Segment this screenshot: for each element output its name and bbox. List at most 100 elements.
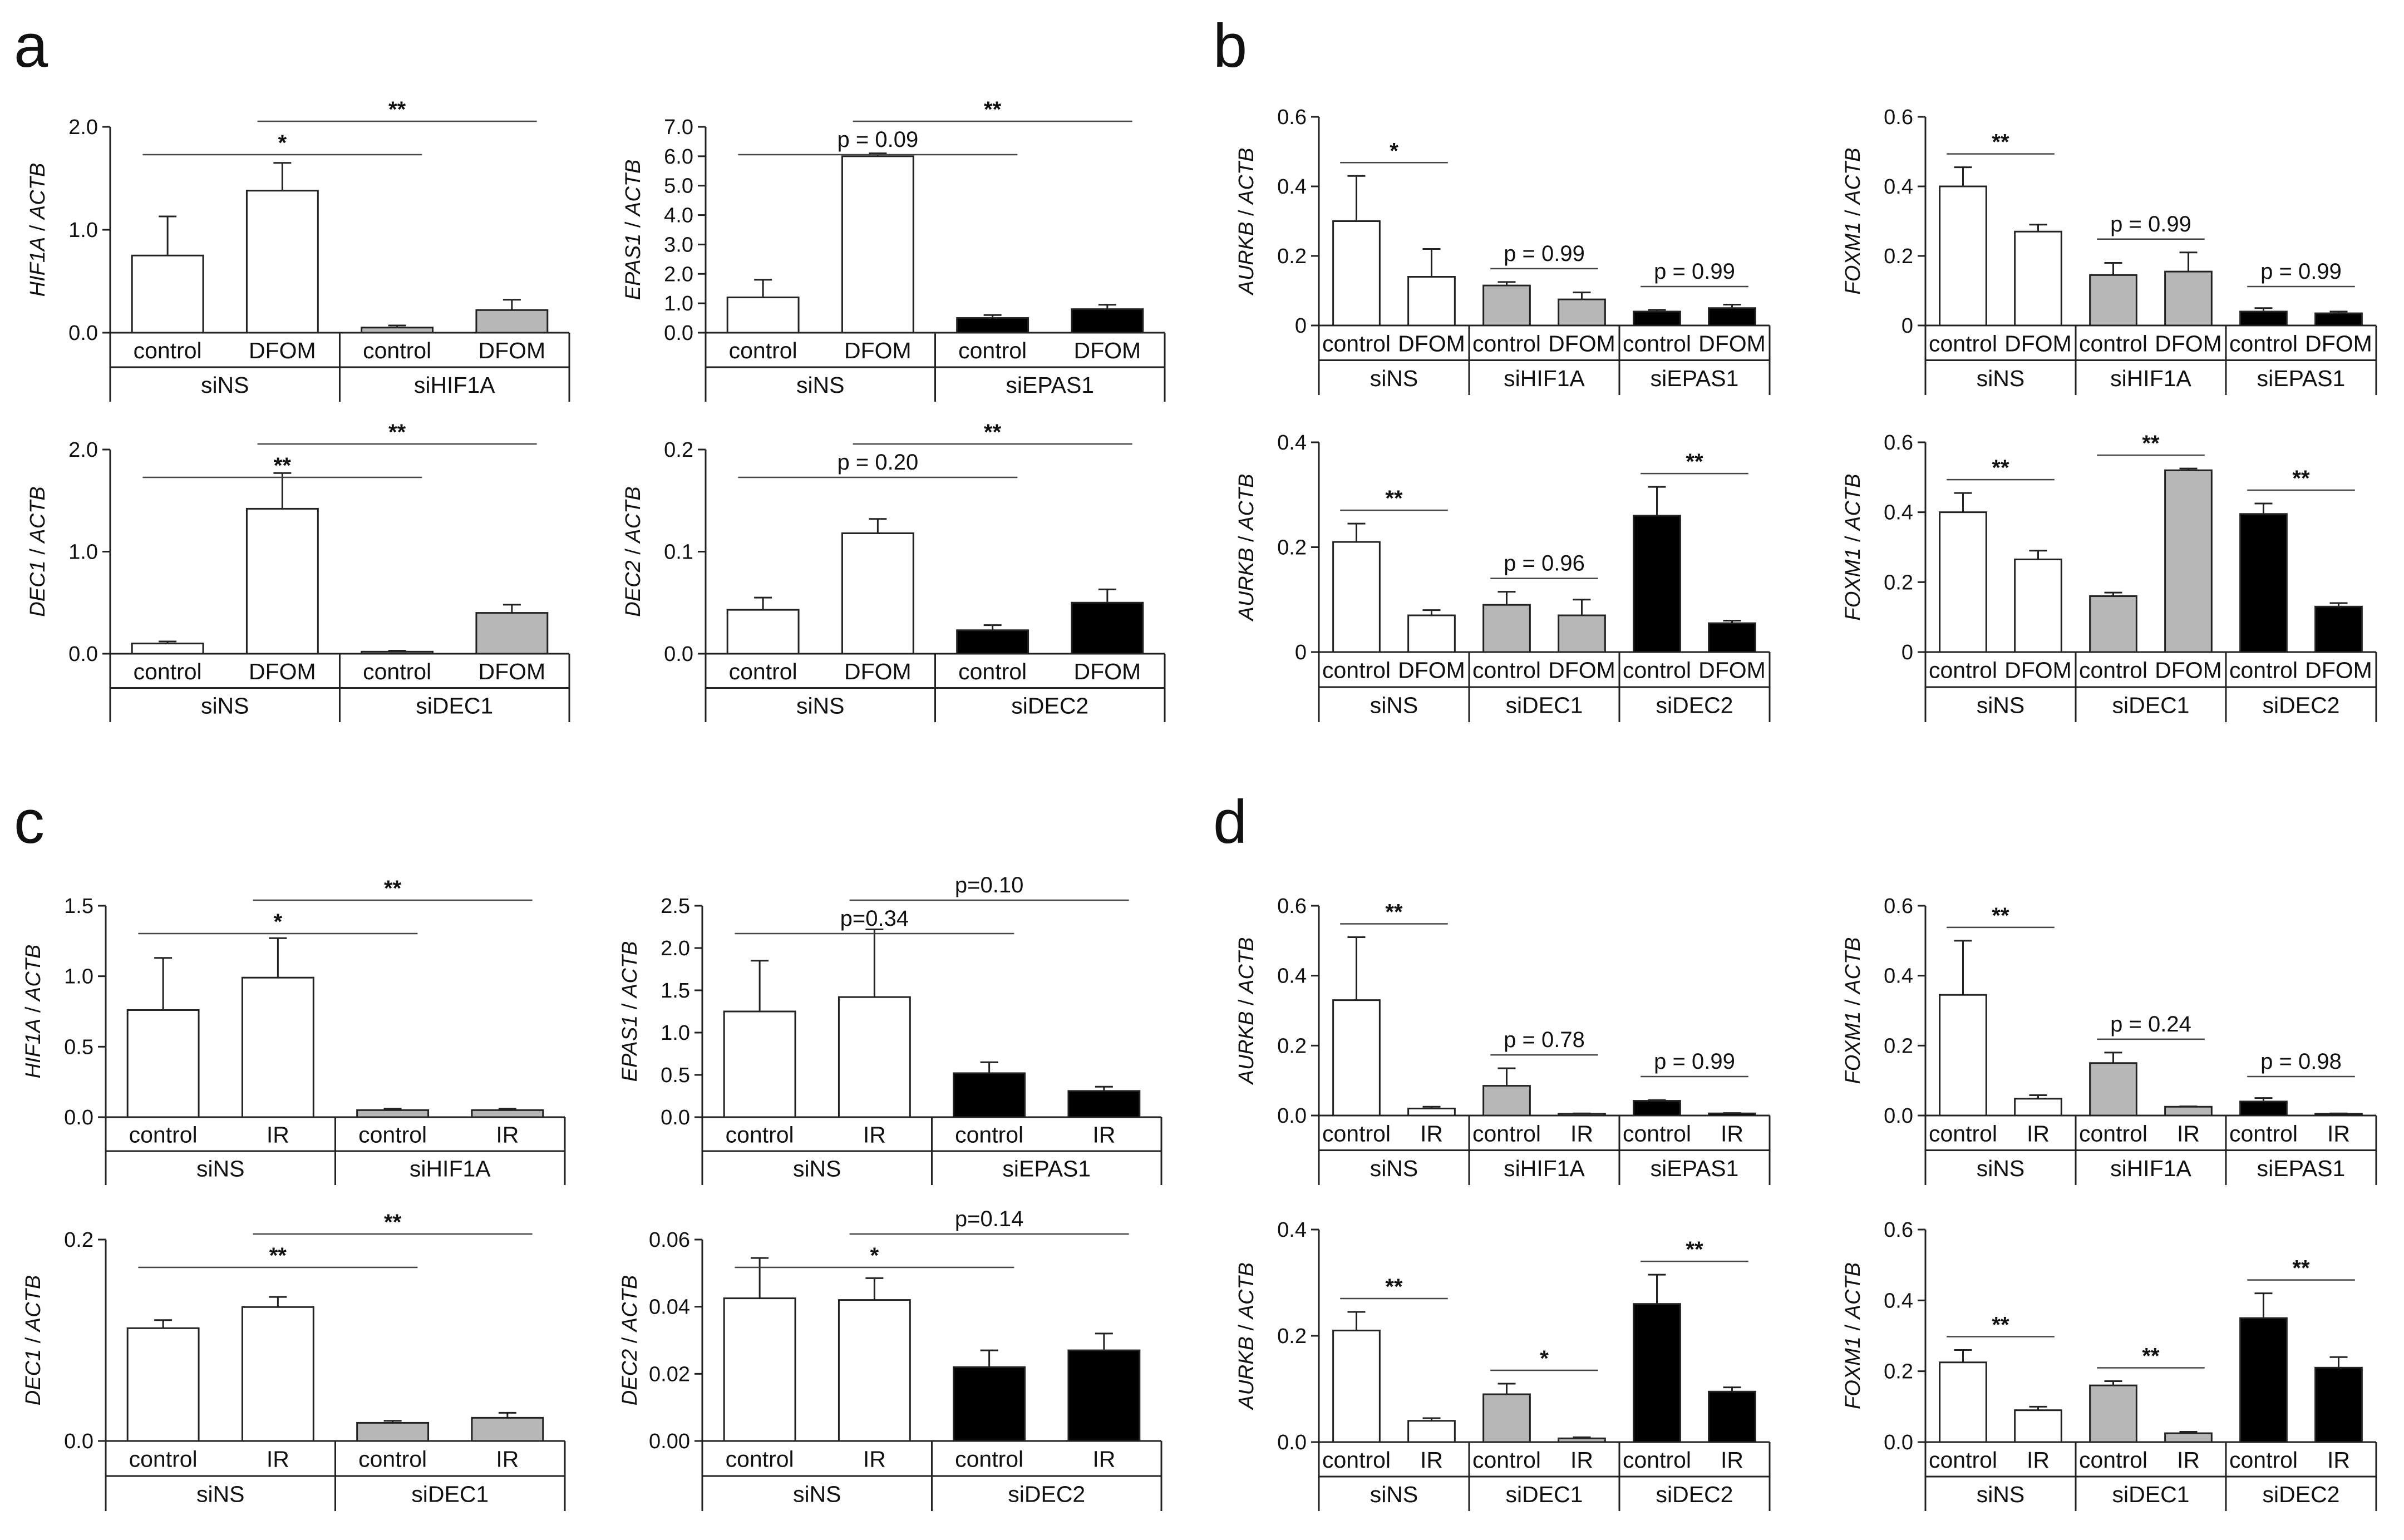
y-axis-label: FOXM1 / ACTB [1841,937,1865,1084]
x-category-label: control [1929,1447,1997,1473]
group-label: siNS [1370,1482,1418,1507]
significance-label: ** [1992,130,2009,155]
group-label: siEPAS1 [1651,366,1739,391]
significance-label: * [870,1243,879,1268]
y-axis-label: DEC2 / ACTB [622,486,645,616]
significance-label: ** [1686,1237,1703,1262]
group-label: siNS [201,372,249,398]
panel-letter-d: d [1213,788,1247,856]
x-category-label: DFOM [479,338,546,363]
y-tick-label: 0.0 [1884,1431,1913,1454]
x-category-label: control [958,338,1027,363]
x-category-label: control [2079,1121,2147,1146]
significance-label: p = 0.99 [1504,241,1585,266]
bar-DFOM [841,155,914,334]
chart-c-hif1a-8: 0.0 0.5 1.0 1.5 HIF1A / ACTB control IR control… [22,876,566,1185]
group-label: siHIF1A [1504,1156,1585,1181]
bar-control [726,297,800,334]
x-category-label: IR [2177,1447,2200,1473]
significance-label: p = 0.99 [1654,1049,1735,1074]
bar-control [2089,274,2137,327]
bar-control [1633,1303,1681,1443]
bar-IR [471,1109,544,1118]
group-label: siNS [1370,693,1418,718]
significance-label: ** [1385,1275,1403,1299]
y-axis-label: AURKB / ACTB [1235,474,1258,622]
y-tick-label: 0.6 [1277,106,1307,129]
significance-label: p=0.34 [840,906,909,931]
group-label: siDEC1 [411,1482,489,1507]
bar-control [1939,511,1987,653]
bar-IR [241,976,314,1118]
x-category-label: control [1623,330,1691,356]
group-label: siHIF1A [2110,1156,2191,1181]
bar-control [2239,513,2288,653]
x-category-label: control [1322,658,1391,683]
y-tick-label: 0.6 [1884,431,1913,455]
y-tick-label: 0.2 [1277,536,1307,560]
x-category-label: control [129,1122,198,1148]
bar-IR [2164,1432,2213,1443]
group-label: siDEC2 [1008,1482,1085,1507]
bar-DFOM [245,507,319,655]
bar-IR [1407,1420,1456,1443]
significance-label: ** [1385,900,1403,925]
y-tick-label: 0.0 [64,1430,93,1453]
x-category-label: IR [1721,1121,1743,1146]
bar-control [2089,1062,2137,1117]
x-category-label: control [1472,1447,1541,1473]
y-axis-label: DEC1 / ACTB [26,486,50,616]
x-category-label: DFOM [1398,330,1465,356]
x-category-label: control [1472,658,1541,683]
group-label: siEPAS1 [2257,1156,2346,1181]
significance-label: ** [1992,904,2009,928]
x-category-label: control [2079,330,2147,356]
bar-IR [838,1299,911,1442]
chart-a-dec2-3: 0.0 0.1 0.2 DEC2 / ACTB control DFOM control DF… [622,420,1166,722]
bar-DFOM [1407,276,1456,327]
significance-label: * [274,910,283,934]
significance-label: ** [269,1243,287,1268]
group-label: siNS [1370,366,1418,391]
group-label: siDEC1 [1506,693,1583,718]
significance-label: p = 0.99 [1654,259,1735,284]
x-category-label: IR [1092,1447,1115,1472]
y-tick-label: 0.0 [64,1106,93,1129]
bar-DFOM [1708,307,1756,327]
x-category-label: control [129,1447,198,1472]
group-label: siEPAS1 [1002,1156,1091,1182]
bar-control [1482,1085,1531,1117]
y-tick-label: 0.4 [1277,431,1307,455]
bar-DFOM [1708,622,1756,653]
group-label: siNS [201,693,249,718]
x-category-label: DFOM [249,659,316,684]
group-label: siEPAS1 [1651,1156,1739,1181]
y-axis-label: DEC2 / ACTB [618,1275,642,1405]
x-category-label: DFOM [2305,658,2372,683]
chart-d-foxm1-15: 0.0 0.2 0.4 0.6 FOXM1 / ACTB control IR control… [1841,1218,2377,1511]
x-category-label: DFOM [1698,658,1766,683]
significance-label: * [1540,1346,1549,1371]
y-axis-label: FOXM1 / ACTB [1841,474,1865,621]
chart-b-foxm1-7: 0 0.2 0.4 0.6 FOXM1 / ACTB control DFOM control… [1841,431,2377,722]
x-category-label: DFOM [1074,338,1141,363]
significance-label: p = 0.99 [2260,259,2342,284]
significance-label: ** [388,97,406,122]
x-category-label: DFOM [249,338,316,363]
y-tick-label: 4.0 [664,204,693,228]
y-tick-label: 0.0 [664,643,693,666]
y-tick-label: 0.2 [1884,1360,1913,1384]
chart-b-foxm1-5: 0 0.2 0.4 0.6 FOXM1 / ACTB control DFOM control… [1841,106,2377,395]
x-category-label: control [358,1122,427,1148]
y-tick-label: 0.0 [1884,1104,1913,1128]
x-category-label: IR [1570,1447,1593,1473]
y-tick-label: 0 [1901,314,1913,338]
significance-label: ** [388,420,406,445]
group-label: siNS [796,693,845,718]
bar-DFOM [2314,312,2363,327]
group-label: siDEC2 [2263,1482,2340,1507]
x-category-label: control [363,338,431,363]
x-category-label: control [1929,330,1997,356]
y-tick-label: 0.6 [1884,1218,1913,1242]
group-label: siNS [1977,693,2025,718]
